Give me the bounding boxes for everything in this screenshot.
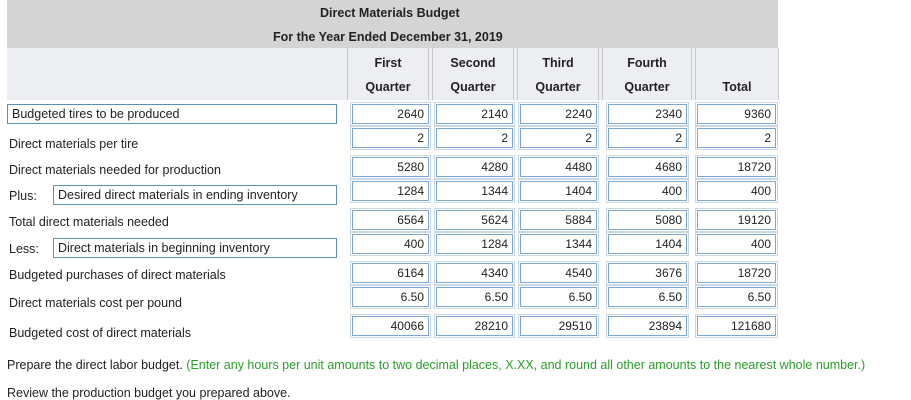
budget-subtitle: For the Year Ended December 31, 2019 [273,30,503,44]
cell-budgeted-cost-q1[interactable]: 40066 [350,314,431,338]
col-header-line1: Third [542,56,574,70]
row-label-budgeted-cost: Budgeted cost of direct materials [9,326,192,340]
col-header-fourth: Fourth Quarter [602,48,692,100]
cell-cost-per-pound-total[interactable]: 6.50 [695,285,778,309]
cell-materials-needed-q2[interactable]: 4280 [434,155,515,179]
cell-materials-per-tire-q2[interactable]: 2 [434,126,515,150]
cell-tires-produced-q2[interactable]: 2140 [434,102,515,126]
cell-cost-per-pound-q4[interactable]: 6.50 [606,285,689,309]
col-header-line2: Quarter [535,80,581,94]
cell-beginning-inventory-total[interactable]: 400 [695,232,778,256]
cell-ending-inventory-q3[interactable]: 1404 [518,179,599,203]
cell-tires-produced-q1[interactable]: 2640 [350,102,431,126]
column-header-band [7,48,778,100]
cell-ending-inventory-total[interactable]: 400 [695,179,778,203]
instruction-text: Prepare the direct labor budget. (Enter … [7,358,865,372]
budget-subtitle-band: For the Year Ended December 31, 2019 [7,26,778,48]
cell-budgeted-purchases-q1[interactable]: 6164 [350,261,431,285]
col-header-line1: Second [450,56,496,70]
col-header-line1: Fourth [627,56,667,70]
cell-budgeted-purchases-q4[interactable]: 3676 [606,261,689,285]
cell-budgeted-cost-total[interactable]: 121680 [695,314,778,338]
cell-cost-per-pound-q1[interactable]: 6.50 [350,285,431,309]
cell-materials-per-tire-q4[interactable]: 2 [606,126,689,150]
col-header-total: Total [695,48,779,100]
cell-ending-inventory-q2[interactable]: 1344 [434,179,515,203]
cell-materials-per-tire-q1[interactable]: 2 [350,126,431,150]
cell-budgeted-purchases-q3[interactable]: 4540 [518,261,599,285]
row-label-materials-per-tire: Direct materials per tire [9,137,139,151]
cell-cost-per-pound-q3[interactable]: 6.50 [518,285,599,309]
cell-materials-needed-q4[interactable]: 4680 [606,155,689,179]
cell-budgeted-purchases-total[interactable]: 18720 [695,261,778,285]
col-header-line2: Quarter [450,80,496,94]
budget-title: Direct Materials Budget [320,6,460,20]
instruction-main: Prepare the direct labor budget. [7,358,183,372]
cell-total-needed-q2[interactable]: 5624 [434,208,515,232]
row-label-cost-per-pound: Direct materials cost per pound [9,296,182,310]
col-header-first: First Quarter [347,48,429,100]
row-prefix-less: Less: [9,242,39,256]
cell-tires-produced-q3[interactable]: 2240 [518,102,599,126]
row-label-total-needed: Total direct materials needed [9,215,169,229]
col-header-second: Second Quarter [432,48,514,100]
cell-tires-produced-total[interactable]: 9360 [695,102,778,126]
cell-beginning-inventory-q2[interactable]: 1284 [434,232,515,256]
cell-budgeted-cost-q3[interactable]: 29510 [518,314,599,338]
budget-title-band: Direct Materials Budget [7,0,778,26]
col-header-third: Third Quarter [517,48,599,100]
cell-materials-needed-q1[interactable]: 5280 [350,155,431,179]
cell-ending-inventory-q1[interactable]: 1284 [350,179,431,203]
row-label-materials-needed: Direct materials needed for production [9,163,221,177]
col-header-line1: First [374,56,402,70]
cell-beginning-inventory-q3[interactable]: 1344 [518,232,599,256]
col-header-line2: Quarter [624,80,670,94]
cell-total-needed-q1[interactable]: 6564 [350,208,431,232]
cell-beginning-inventory-q4[interactable]: 1404 [606,232,689,256]
col-header-line2: Total [722,80,752,94]
cell-budgeted-cost-q4[interactable]: 23894 [606,314,689,338]
cell-tires-produced-q4[interactable]: 2340 [606,102,689,126]
row-prefix-plus: Plus: [9,189,37,203]
cell-materials-per-tire-q3[interactable]: 2 [518,126,599,150]
cell-materials-needed-q3[interactable]: 4480 [518,155,599,179]
row-label-budgeted-purchases: Budgeted purchases of direct materials [9,268,226,282]
cell-materials-per-tire-total[interactable]: 2 [695,126,778,150]
row-label-tires-produced[interactable]: Budgeted tires to be produced [7,104,337,124]
cell-ending-inventory-q4[interactable]: 400 [606,179,689,203]
cell-total-needed-q4[interactable]: 5080 [606,208,689,232]
cell-budgeted-purchases-q2[interactable]: 4340 [434,261,515,285]
row-label-ending-inventory[interactable]: Desired direct materials in ending inven… [53,185,337,205]
cell-materials-needed-total[interactable]: 18720 [695,155,778,179]
cell-beginning-inventory-q1[interactable]: 400 [350,232,431,256]
cell-total-needed-total[interactable]: 19120 [695,208,778,232]
cell-total-needed-q3[interactable]: 5884 [518,208,599,232]
col-header-line2: Quarter [365,80,411,94]
cell-cost-per-pound-q2[interactable]: 6.50 [434,285,515,309]
instruction-hint: (Enter any hours per unit amounts to two… [186,358,866,372]
cell-budgeted-cost-q2[interactable]: 28210 [434,314,515,338]
row-label-beginning-inventory[interactable]: Direct materials in beginning inventory [53,238,337,258]
review-text: Review the production budget you prepare… [7,386,291,400]
